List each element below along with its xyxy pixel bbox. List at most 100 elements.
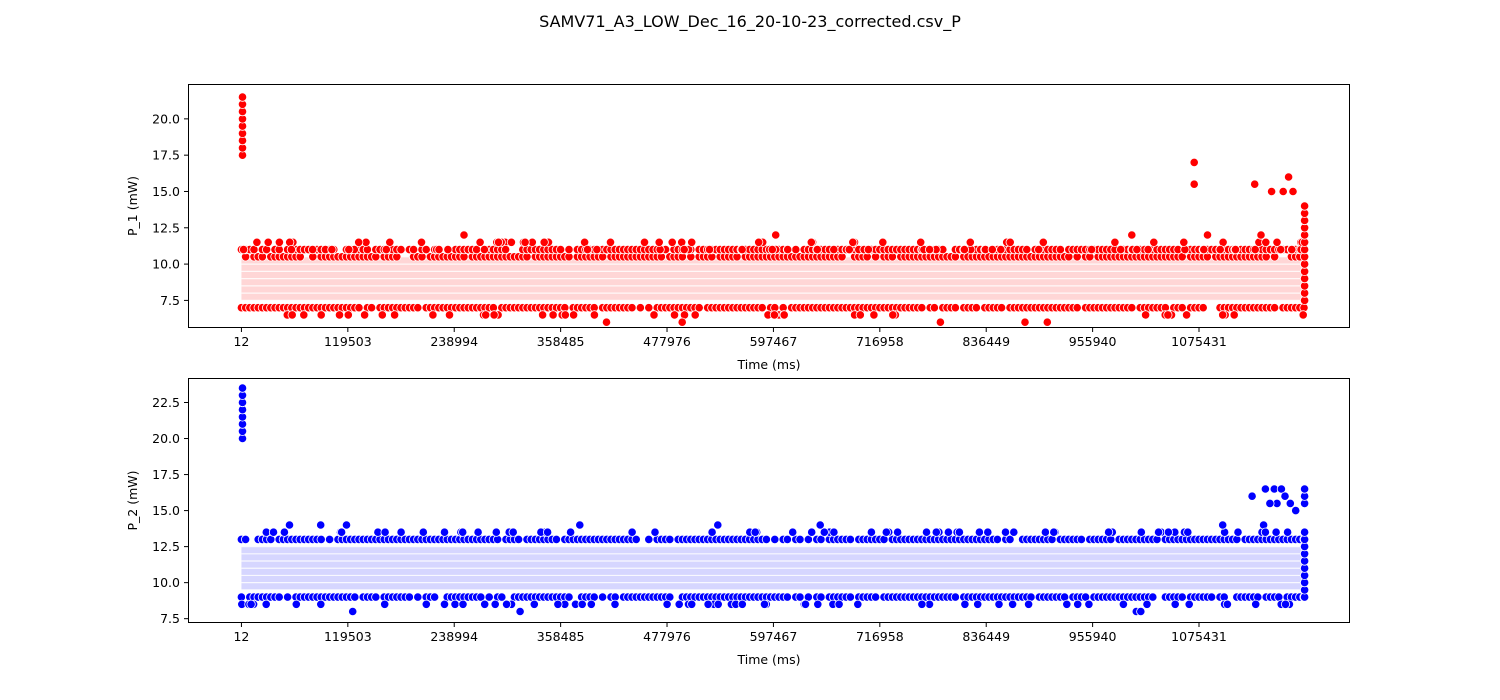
data-point	[418, 527, 428, 537]
data-point	[396, 245, 406, 255]
x-tick-label: 836449	[962, 629, 1010, 644]
data-point	[881, 527, 891, 537]
data-point	[703, 599, 713, 609]
data-point	[350, 592, 360, 602]
data-point	[687, 237, 697, 247]
data-point	[1073, 599, 1083, 609]
data-point	[1132, 245, 1142, 255]
data-point	[761, 534, 772, 545]
data-point	[690, 310, 700, 320]
data-point	[1005, 534, 1015, 545]
data-point	[924, 245, 935, 255]
data-point	[490, 599, 500, 609]
data-point	[575, 520, 585, 530]
data-point	[1300, 484, 1310, 494]
data-point	[263, 237, 273, 247]
data-point	[246, 599, 256, 609]
data-point	[564, 245, 574, 255]
x-tick-label: 836449	[962, 334, 1010, 349]
x-tick-label: 12	[233, 629, 249, 644]
data-point	[1163, 527, 1174, 537]
data-point	[737, 599, 747, 609]
data-point	[863, 245, 874, 255]
data-point	[385, 237, 395, 247]
data-point	[627, 303, 637, 313]
data-point	[783, 245, 793, 255]
data-point	[324, 534, 335, 545]
data-point	[354, 237, 364, 247]
data-point	[513, 534, 524, 545]
data-point	[1218, 310, 1228, 320]
x-tick-label: 597467	[750, 629, 798, 644]
data-point	[931, 527, 941, 537]
x-tick-label: 477976	[643, 334, 691, 349]
data-point	[713, 599, 723, 609]
data-point	[480, 599, 490, 609]
y-tick-label: 22.5	[152, 395, 180, 410]
data-point	[1148, 592, 1158, 602]
data-point	[560, 310, 570, 320]
data-point	[1288, 186, 1298, 197]
data-point	[888, 310, 898, 320]
data-point	[1271, 527, 1281, 537]
data-point	[529, 599, 539, 609]
data-point	[416, 237, 427, 247]
data-point	[853, 599, 863, 609]
data-point	[1022, 245, 1032, 255]
data-point	[421, 599, 431, 609]
data-point	[866, 527, 877, 537]
x-tick-label: 358485	[537, 629, 585, 644]
data-point	[1049, 527, 1059, 537]
data-point	[965, 237, 975, 247]
data-point	[1062, 599, 1072, 609]
data-point	[589, 310, 600, 320]
x-axis-label: Time (ms)	[736, 652, 800, 667]
data-point	[592, 245, 602, 255]
data-point	[829, 527, 839, 537]
data-point	[1179, 237, 1189, 247]
data-point	[1229, 310, 1239, 320]
data-point	[662, 599, 672, 609]
data-point	[1038, 237, 1048, 247]
x-tick-label: 716958	[856, 629, 904, 644]
data-point	[627, 527, 637, 537]
data-point	[601, 317, 612, 327]
data-point	[279, 527, 289, 537]
data-point	[252, 237, 262, 247]
data-point	[237, 92, 248, 102]
data-point	[1154, 527, 1164, 537]
data-point	[380, 599, 390, 609]
data-point	[1007, 599, 1018, 609]
x-tick-label: 238994	[430, 334, 478, 349]
data-point	[493, 237, 504, 247]
data-point	[917, 303, 927, 313]
data-point	[674, 599, 684, 609]
data-point	[1076, 534, 1087, 545]
data-point	[1207, 592, 1217, 602]
data-point	[757, 303, 767, 313]
data-point	[348, 606, 358, 617]
data-point	[987, 245, 997, 255]
data-point	[336, 527, 347, 537]
data-point	[428, 310, 438, 320]
data-point	[586, 599, 596, 609]
data-point	[287, 310, 297, 320]
data-point	[334, 310, 345, 320]
data-point	[1233, 527, 1243, 537]
data-points	[236, 383, 1310, 617]
data-point	[1127, 303, 1137, 313]
data-point	[916, 237, 926, 247]
data-point	[1118, 599, 1129, 609]
data-point	[1182, 310, 1192, 320]
data-point	[1177, 592, 1187, 602]
data-point	[568, 310, 579, 320]
data-point	[834, 599, 844, 609]
data-point	[770, 534, 780, 545]
data-point	[769, 310, 780, 320]
data-point	[844, 245, 854, 255]
data-point	[1183, 527, 1193, 537]
data-point	[268, 527, 279, 537]
data-point	[439, 527, 450, 537]
data-point	[610, 599, 620, 609]
data-point	[577, 599, 587, 609]
